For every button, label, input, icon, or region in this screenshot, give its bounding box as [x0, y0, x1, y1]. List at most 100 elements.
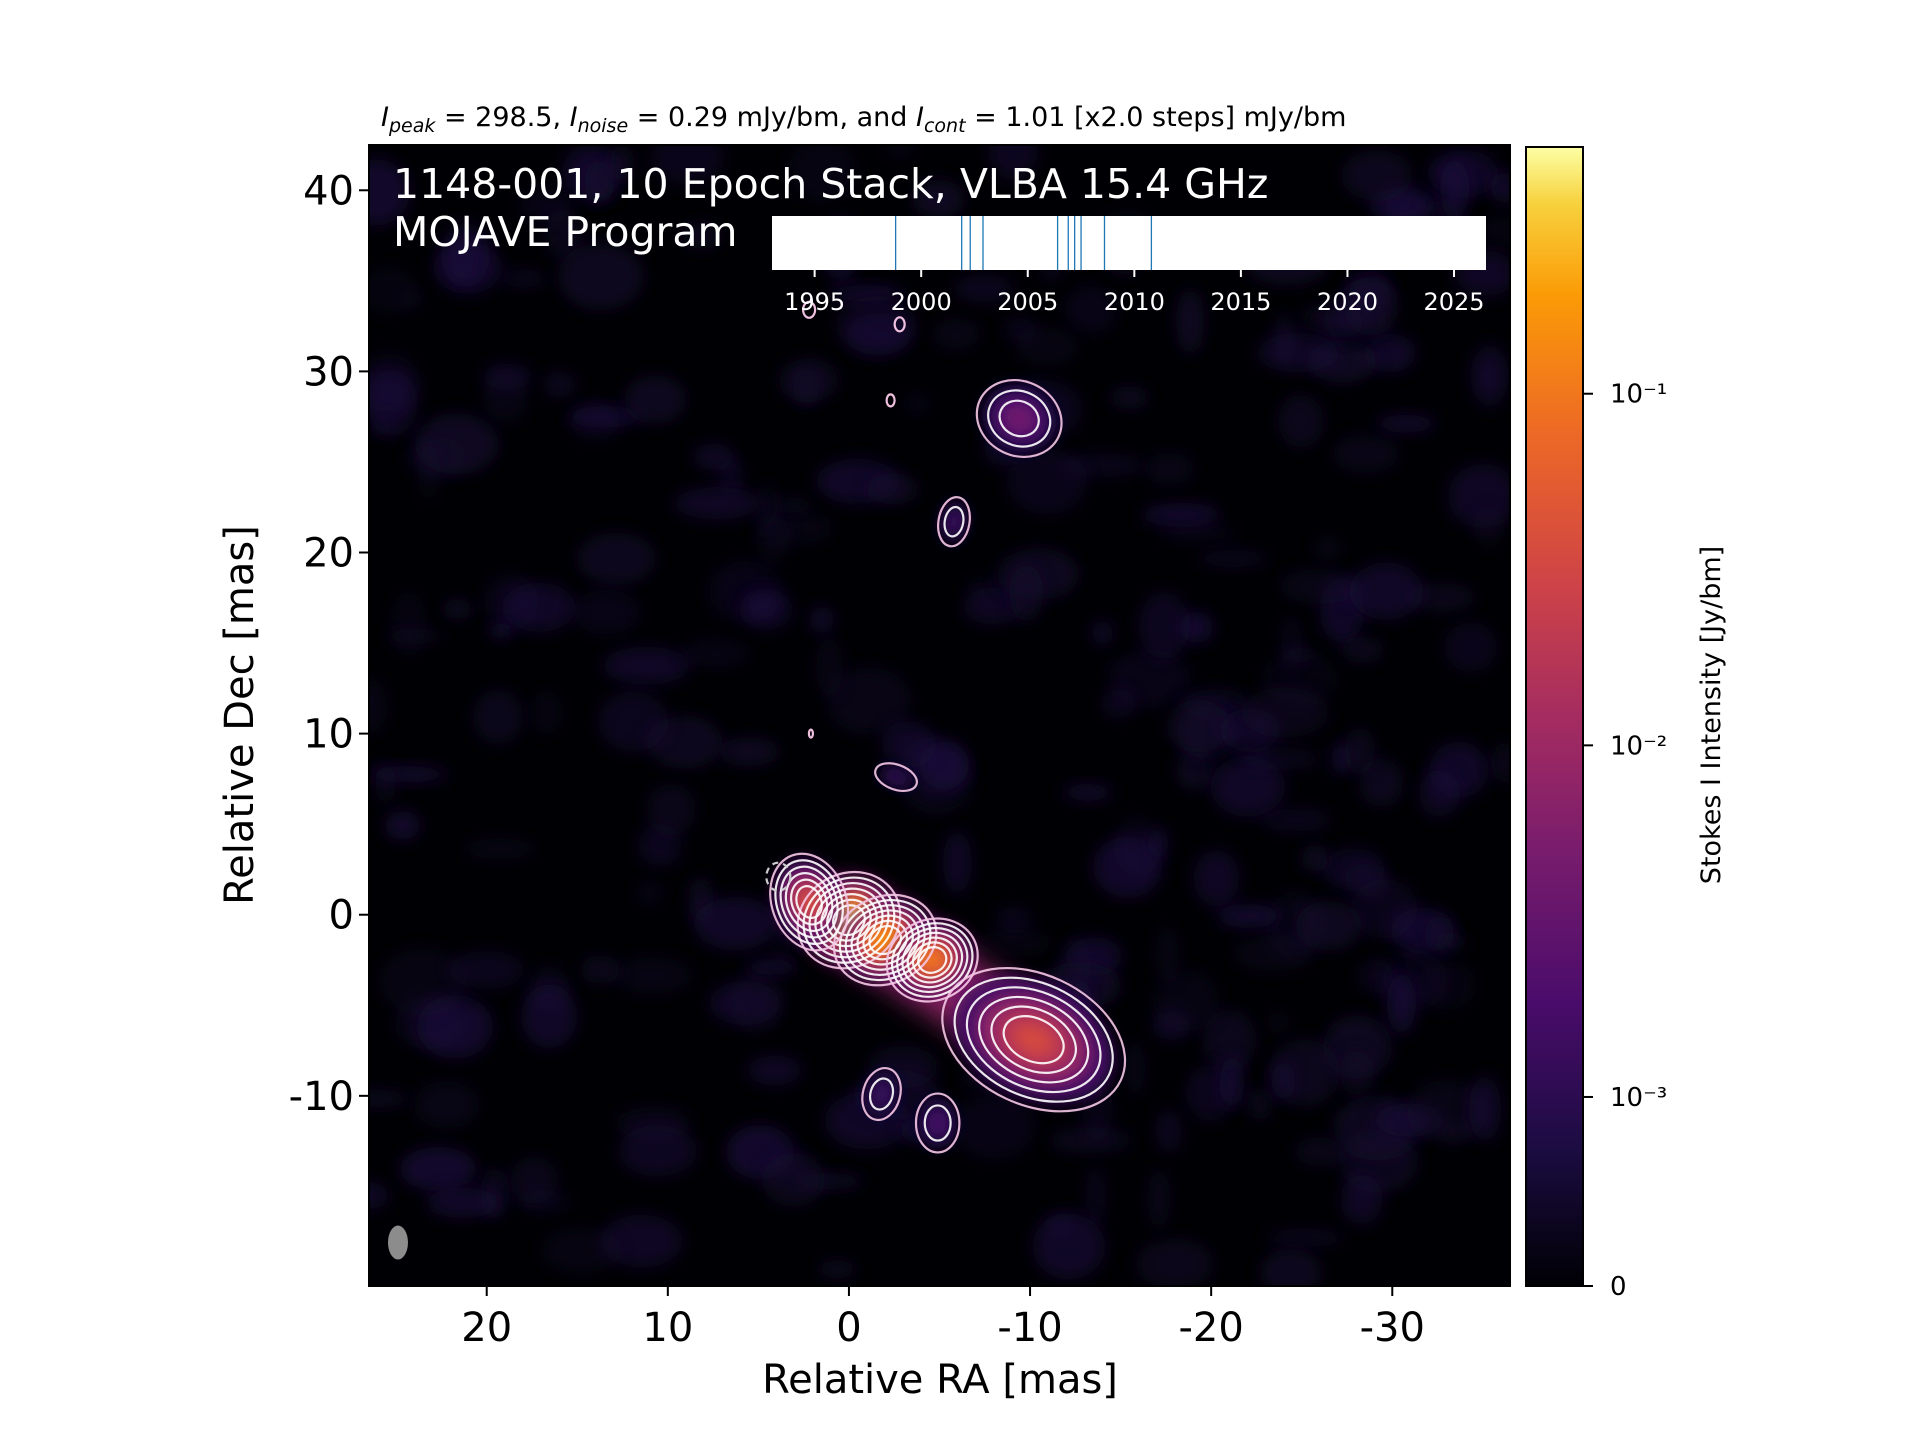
noise-blob: [1247, 1087, 1273, 1120]
contours-knot-south-1: [861, 1067, 902, 1122]
noise-blob: [1193, 849, 1240, 907]
contour-ring: [978, 995, 1090, 1084]
noise-blob: [1015, 327, 1078, 366]
noise-blob: [692, 443, 735, 471]
source-shade: [877, 1088, 886, 1100]
noise-blob: [932, 318, 981, 350]
x-axis-ticks: 20 10 0 -10 -20 -30: [461, 1286, 1425, 1351]
beam-ellipse: [387, 1225, 408, 1260]
header-line: Ipeak = 298.5, Inoise = 0.29 mJy/bm, and…: [381, 102, 1346, 137]
noise-blob: [1470, 344, 1509, 407]
noise-blob: [1210, 756, 1286, 817]
noise-blob: [369, 353, 421, 413]
timeline-ticks: 1995 2000 2005 2010 2015 2020 2025: [784, 270, 1485, 316]
noise-blob: [1062, 783, 1113, 802]
noise-blob: [541, 1228, 622, 1274]
contour-ring: [868, 1077, 895, 1111]
colorbar-tick-label: 10⁻¹: [1610, 380, 1667, 410]
noise-blob: [521, 984, 578, 1049]
contour-ring: [885, 917, 979, 1003]
noise-blob: [1006, 448, 1088, 515]
y-axis-ticks: 40 30 20 10 0 -10: [289, 168, 369, 1120]
contour-ring: [990, 1005, 1078, 1074]
x-tick-label: 10: [642, 1305, 693, 1351]
noise-blob: [1110, 386, 1149, 410]
contours-knot-3: [769, 852, 850, 952]
contour-ring: [975, 378, 1063, 458]
contour-ring: [779, 865, 839, 939]
noise-blob: [569, 401, 621, 441]
noise-blob: [1278, 394, 1324, 448]
noise-blob: [1059, 937, 1090, 1000]
contour-ring: [774, 859, 844, 945]
timeline-tick-label: 2025: [1423, 288, 1484, 316]
contours-knot-north-1: [975, 378, 1063, 458]
noise-blob: [952, 1095, 1036, 1159]
noise-blob: [1478, 214, 1510, 248]
noise-blob: [912, 179, 965, 219]
map-title: 1148-001, 10 Epoch Stack, VLBA 15.4 GHz: [393, 160, 1268, 208]
noise-blob: [1280, 616, 1302, 673]
noise-blob: [1341, 150, 1413, 201]
noise-blob: [609, 145, 635, 182]
contours-knot-2: [885, 917, 979, 1003]
contour-speck: [885, 393, 896, 408]
noise-blob: [1202, 1009, 1257, 1071]
noise-blob: [399, 1146, 477, 1192]
noise-blob: [746, 593, 779, 620]
noise-blob: [1340, 1174, 1383, 1225]
noise-blob: [612, 956, 693, 994]
noise-blob: [576, 532, 657, 586]
noise-blob: [1032, 1213, 1106, 1280]
noise-blob: [624, 375, 687, 424]
noise-blob: [483, 372, 528, 423]
intensity-map: [369, 145, 1510, 1286]
noise-blob: [1349, 562, 1424, 620]
noise-blob: [1490, 171, 1510, 204]
contour-speck: [807, 728, 815, 739]
x-tick-label: -20: [1178, 1305, 1243, 1351]
noise-blob: [905, 394, 930, 413]
noise-blob: [886, 145, 915, 157]
noise-blob: [1406, 583, 1476, 613]
noise-blob: [1219, 1055, 1245, 1109]
noise-blob: [1136, 1238, 1214, 1286]
noise-blob: [779, 358, 838, 403]
timeline-tick-label: 2015: [1210, 288, 1271, 316]
noise-blob: [369, 267, 420, 315]
noise-blob: [1216, 903, 1280, 929]
noise-blob: [442, 599, 473, 620]
noise-blob: [369, 1182, 389, 1210]
noise-blob: [379, 948, 468, 1016]
noise-blob: [1280, 568, 1362, 604]
contour-ring: [896, 926, 969, 994]
noise-blob: [1049, 1126, 1132, 1154]
noise-blob: [809, 606, 834, 635]
noise-blob: [542, 371, 577, 399]
map-frame: [368, 144, 1511, 1287]
contour-ring: [937, 496, 971, 548]
contour-ring: [1002, 1015, 1065, 1065]
noise-blob: [1265, 1228, 1346, 1248]
noise-blob: [499, 269, 548, 288]
noise-blob: [1197, 549, 1269, 568]
noise-blob: [391, 591, 427, 657]
noise-blob: [693, 897, 778, 950]
noise-blob: [767, 496, 814, 514]
timeline-tick-label: 1995: [784, 288, 845, 316]
noise-blob: [1469, 1075, 1502, 1142]
noise-blob: [1138, 591, 1190, 660]
noise-blob: [866, 473, 919, 505]
noise-blob: [649, 145, 725, 185]
noise-blob: [747, 1055, 803, 1086]
y-tick-label: 40: [303, 168, 354, 214]
noise-blob: [529, 690, 563, 735]
contour-ring: [874, 762, 918, 792]
noise-blob: [1295, 900, 1362, 951]
noise-blob: [1142, 502, 1221, 528]
noise-blob: [788, 145, 856, 201]
noise-blob: [413, 1081, 480, 1129]
noise-blob: [602, 646, 691, 685]
contour-ring: [844, 904, 926, 976]
noise-blob: [1152, 970, 1220, 1032]
